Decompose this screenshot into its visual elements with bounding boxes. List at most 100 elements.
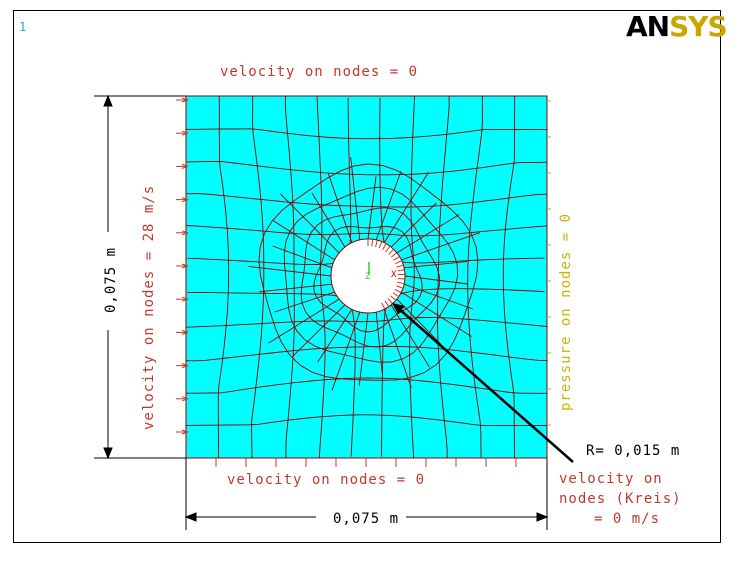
inlet-velocity-arrowhead <box>181 363 189 367</box>
mesh-line <box>383 309 412 389</box>
mesh-line <box>185 161 548 176</box>
mesh-line <box>292 304 346 357</box>
mesh-line <box>401 291 472 337</box>
inlet-velocity-arrowhead <box>181 199 189 203</box>
logo-part-sys: SYS <box>669 10 728 43</box>
inlet-velocity-arrowhead <box>181 265 189 269</box>
ansys-logo: ANSYS <box>626 10 728 43</box>
inlet-velocity-arrowhead <box>181 132 189 136</box>
hole-wall-tick <box>387 298 393 305</box>
mesh-line <box>251 96 265 459</box>
triad-z-letter: Z <box>365 272 371 282</box>
mesh-lines <box>185 95 548 459</box>
inlet-velocity-arrowhead <box>181 365 189 369</box>
mesh-line <box>272 245 333 269</box>
mesh-line <box>280 193 340 254</box>
hole-wall-tick <box>384 300 390 307</box>
mesh-line <box>375 312 383 376</box>
hole-wall-tick <box>396 264 404 268</box>
mesh-line <box>185 414 548 427</box>
right-bc-label: pressure on nodes = 0 <box>558 213 574 411</box>
mesh-line <box>358 312 369 386</box>
inlet-velocity-arrowhead <box>181 130 189 134</box>
inlet-velocity-arrowhead <box>181 296 189 300</box>
viewport-frame <box>13 10 721 543</box>
mesh-line <box>274 291 335 313</box>
inlet-velocity-arrowhead <box>181 163 189 167</box>
hole-wall-tick <box>393 256 400 261</box>
circle-bc-label-line3: = 0 m/s <box>594 511 660 527</box>
hole-wall-tick <box>396 285 404 289</box>
circle-bc-label-line2: nodes (Kreis) <box>559 491 682 507</box>
hole-wall-tick <box>390 252 398 258</box>
hole-wall-tick <box>392 292 400 298</box>
mesh-line <box>467 95 483 459</box>
hole-wall-tick <box>397 281 405 285</box>
window-number: 1 <box>19 20 27 34</box>
mesh-line <box>316 95 326 459</box>
mesh-line <box>311 192 346 248</box>
dimension-vertical <box>94 94 186 460</box>
inlet-velocity-arrowhead <box>181 263 189 267</box>
hole-wall-tick <box>390 295 397 301</box>
inlet-velocity-arrowhead <box>181 99 189 103</box>
dimension-horizontal <box>184 458 549 530</box>
mesh-line <box>327 173 353 243</box>
mesh-line <box>186 377 547 394</box>
circle-bc-label-line1: velocity on <box>559 471 663 487</box>
hole-wall-tick <box>388 248 394 255</box>
hole-wall-tick <box>397 277 405 280</box>
mesh-line <box>401 232 481 261</box>
mesh-line <box>367 176 377 240</box>
leader-arrowhead <box>392 303 405 314</box>
top-bc-label: velocity on nodes = 0 <box>220 64 418 80</box>
bottom-bc-label: velocity on nodes = 0 <box>227 472 425 488</box>
mesh-line <box>331 311 361 391</box>
triad-x-letter: X <box>391 270 397 280</box>
hole-wall-tick <box>397 269 405 272</box>
mesh-line <box>284 95 295 459</box>
inlet-velocity-arrowhead <box>181 97 189 101</box>
mesh-line <box>259 283 332 293</box>
mesh-line <box>404 275 468 285</box>
hole-wall-tick <box>371 239 374 247</box>
inlet-velocity-arrowhead <box>181 329 189 333</box>
inlet-velocity-arrowhead <box>181 298 189 302</box>
mesh-line <box>350 157 361 240</box>
hole-wall-tick <box>394 288 402 293</box>
inlet-velocity-arrowhead <box>181 232 189 236</box>
mesh-line <box>390 304 430 368</box>
mesh-line <box>185 225 547 237</box>
mesh-line <box>313 226 423 333</box>
inlet-velocity-arrowhead <box>181 165 189 169</box>
hole-wall-tick <box>382 243 387 251</box>
mesh-line <box>437 95 450 459</box>
mesh-line <box>375 170 402 241</box>
hole-wall-tick <box>395 260 402 265</box>
left-bc-label: velocity on nodes = 28 m/s <box>141 185 157 430</box>
hole-wall-tick <box>375 240 378 248</box>
inlet-velocity-arrowhead <box>181 398 189 402</box>
mesh-line <box>390 202 437 248</box>
hole-wall-tick <box>385 245 391 253</box>
hole-wall-tick <box>378 241 383 249</box>
mesh-line <box>186 128 547 140</box>
leader-arrow <box>397 307 574 463</box>
horizontal-dimension-label: 0,075 m <box>333 511 399 527</box>
inlet-velocity-arrowhead <box>181 331 189 335</box>
logo-part-an: AN <box>626 10 670 43</box>
mesh-line <box>404 261 468 269</box>
mesh-line <box>403 283 474 310</box>
inlet-velocity-arrowhead <box>181 230 189 234</box>
inlet-velocity-arrowhead <box>181 431 189 435</box>
mesh-line <box>185 316 547 328</box>
hole-wall-tick <box>381 302 386 310</box>
inlet-velocity-arrowhead <box>181 396 189 400</box>
mesh-line <box>268 298 340 344</box>
mesh-line <box>396 214 460 254</box>
mesh-line <box>185 193 548 208</box>
mesh-line <box>383 172 429 243</box>
mesh-line <box>272 220 335 261</box>
mesh-line <box>317 309 353 363</box>
